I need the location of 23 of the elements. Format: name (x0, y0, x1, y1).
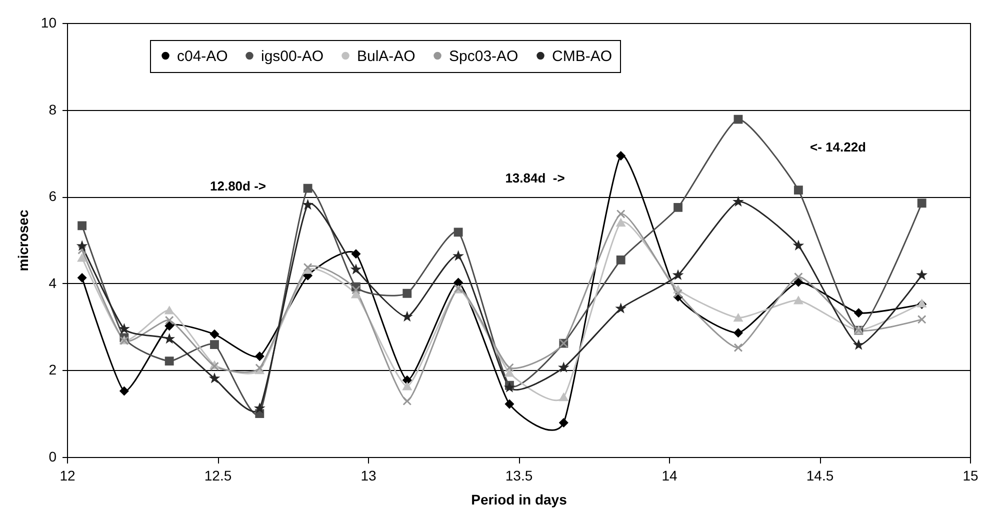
x-tick-label: 14 (662, 468, 678, 484)
x-axis-title: Period in days (471, 492, 568, 508)
legend-label: c04-AO (177, 48, 228, 65)
annotation: <- 14.22d (810, 140, 866, 154)
annotation: 12.80d -> (210, 178, 266, 194)
legend-label: Spc03-AO (449, 48, 518, 65)
legend-label: BulA-AO (357, 48, 416, 65)
y-tick-label: 0 (48, 448, 57, 464)
x-tick-label: 12.5 (204, 468, 232, 484)
x-tick-label: 13 (360, 468, 376, 484)
y-tick-label: 8 (48, 101, 57, 118)
x-tick-label: 12 (60, 468, 76, 484)
annotation: 13.84d -> (505, 170, 565, 186)
y-tick-label: 2 (48, 362, 57, 378)
y-tick-label: 6 (48, 188, 57, 204)
x-tick-label: 14.5 (806, 468, 834, 484)
y-tick-label: 10 (40, 14, 57, 30)
y-tick-label: 4 (48, 274, 57, 291)
x-tick-label: 15 (962, 468, 978, 484)
legend-label: CMB-AO (552, 48, 612, 65)
legend-label: igs00-AO (261, 48, 324, 65)
x-tick-label: 13.5 (505, 468, 533, 484)
y-axis-title: microsec (14, 210, 31, 272)
